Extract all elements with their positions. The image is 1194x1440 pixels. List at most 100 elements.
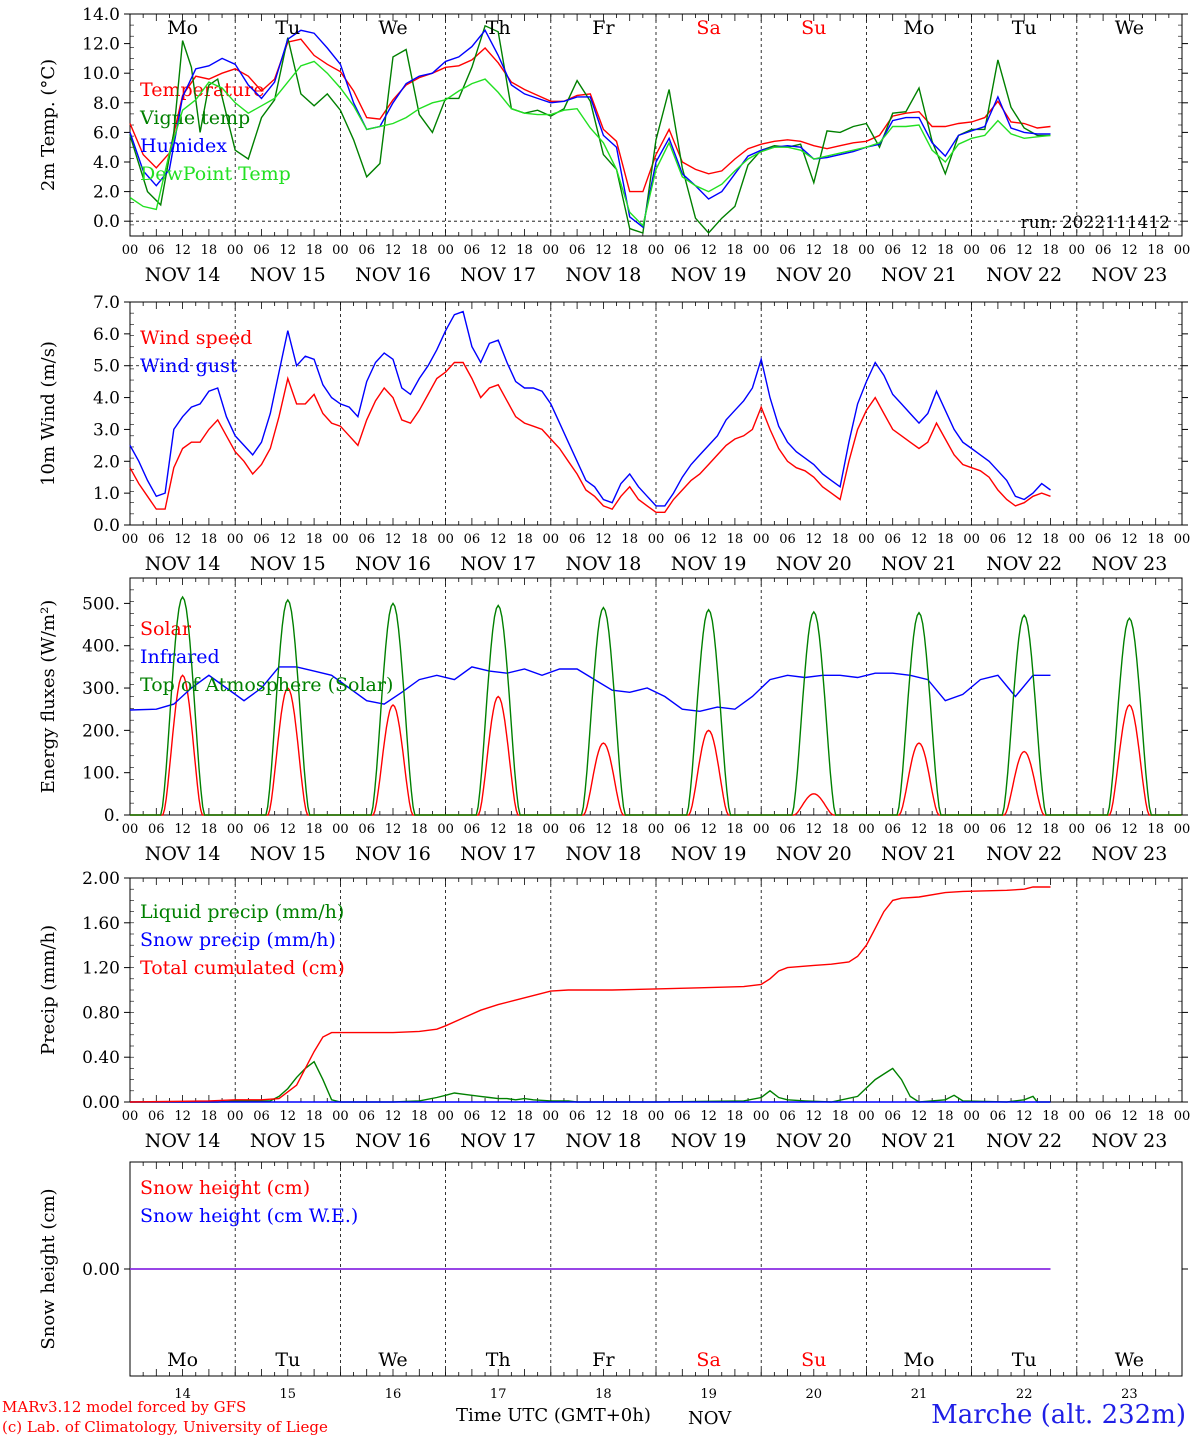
y-tick-label: 1.0 bbox=[93, 484, 120, 504]
date-label: NOV 22 bbox=[986, 1130, 1062, 1152]
y-tick-label: 3.0 bbox=[93, 420, 120, 440]
hour-tick-label: 18 bbox=[937, 1109, 954, 1124]
hour-tick-label: 00 bbox=[1174, 822, 1191, 837]
hour-tick-label: 18 bbox=[621, 532, 638, 547]
hour-tick-label: 12 bbox=[911, 532, 928, 547]
hour-tick-label: 18 bbox=[937, 243, 954, 258]
day-number-label: 17 bbox=[490, 1387, 507, 1402]
hour-tick-label: 12 bbox=[280, 1109, 297, 1124]
date-label: NOV 19 bbox=[671, 843, 747, 865]
hour-tick-label: 06 bbox=[253, 822, 270, 837]
weekday-label: Fr bbox=[592, 17, 615, 39]
hour-tick-label: 00 bbox=[648, 532, 665, 547]
hour-tick-label: 00 bbox=[963, 243, 980, 258]
date-label: NOV 23 bbox=[1091, 1130, 1167, 1152]
date-label: NOV 23 bbox=[1091, 553, 1167, 575]
y-tick-label: 0.80 bbox=[82, 1003, 120, 1023]
date-label: NOV 18 bbox=[565, 264, 641, 286]
hour-tick-label: 18 bbox=[201, 243, 218, 258]
hour-tick-label: 12 bbox=[1016, 1109, 1033, 1124]
hour-tick-label: 06 bbox=[148, 532, 165, 547]
hour-tick-label: 06 bbox=[674, 243, 691, 258]
weekday-label: We bbox=[1115, 17, 1144, 39]
series-line-total-cumulated-cm- bbox=[129, 886, 1051, 1103]
y-tick-label: 14.0 bbox=[82, 5, 120, 25]
hour-tick-label: 12 bbox=[700, 1109, 717, 1124]
date-label: NOV 22 bbox=[986, 264, 1062, 286]
y-tick-label: 2.0 bbox=[93, 452, 120, 472]
date-label: NOV 16 bbox=[355, 843, 431, 865]
hour-tick-label: 18 bbox=[1147, 532, 1164, 547]
date-label: NOV 21 bbox=[881, 1130, 957, 1152]
day-number-label: 19 bbox=[700, 1387, 717, 1402]
hour-tick-label: 18 bbox=[621, 243, 638, 258]
hour-tick-label: 06 bbox=[569, 822, 586, 837]
hour-tick-label: 06 bbox=[674, 1109, 691, 1124]
weekday-label: Mo bbox=[904, 1349, 935, 1371]
hour-tick-label: 12 bbox=[490, 532, 507, 547]
hour-tick-label: 06 bbox=[1095, 822, 1112, 837]
hour-tick-label: 06 bbox=[674, 822, 691, 837]
y-tick-label: 8.0 bbox=[93, 94, 120, 114]
hour-tick-label: 06 bbox=[884, 822, 901, 837]
hour-tick-label: 00 bbox=[1174, 532, 1191, 547]
x-axis-title: Time UTC (GMT+0h) bbox=[456, 1405, 651, 1426]
date-label: NOV 20 bbox=[776, 264, 852, 286]
hour-tick-label: 18 bbox=[1042, 532, 1059, 547]
date-label: NOV 22 bbox=[986, 843, 1062, 865]
hour-tick-label: 18 bbox=[832, 532, 849, 547]
y-tick-label: 400. bbox=[82, 637, 120, 657]
hour-tick-label: 12 bbox=[385, 243, 402, 258]
hour-tick-label: 12 bbox=[1016, 532, 1033, 547]
hour-tick-label: 12 bbox=[280, 822, 297, 837]
hour-tick-label: 06 bbox=[569, 243, 586, 258]
hour-tick-label: 00 bbox=[437, 243, 454, 258]
hour-tick-label: 12 bbox=[174, 822, 191, 837]
y-axis-label: Energy fluxes (W/m²) bbox=[38, 600, 59, 794]
hour-tick-label: 00 bbox=[332, 532, 349, 547]
series-line-wind-gust bbox=[129, 310, 1051, 507]
hour-tick-label: 12 bbox=[1016, 822, 1033, 837]
series-line-dewpoint-temp bbox=[129, 60, 1051, 227]
panel-precip: 0.00 0.40 0.80 1.20 1.60 2.00 Precip (mm/h) Liq… bbox=[38, 869, 1190, 1152]
weekday-label: Tu bbox=[1012, 17, 1037, 39]
hour-tick-label: 12 bbox=[911, 1109, 928, 1124]
hour-tick-label: 18 bbox=[1147, 822, 1164, 837]
hour-tick-label: 00 bbox=[753, 1109, 770, 1124]
y-tick-label: 7.0 bbox=[93, 293, 120, 313]
hour-tick-label: 00 bbox=[1174, 1109, 1191, 1124]
hour-tick-label: 12 bbox=[490, 1109, 507, 1124]
day-number-label: 18 bbox=[595, 1387, 612, 1402]
date-label: NOV 17 bbox=[460, 264, 536, 286]
hour-tick-label: 18 bbox=[516, 243, 533, 258]
hour-tick-label: 12 bbox=[280, 243, 297, 258]
series-line-vigne-temp bbox=[129, 24, 1051, 235]
weekday-label: Sa bbox=[696, 17, 720, 39]
y-axis-label: 2m Temp. (°C) bbox=[38, 59, 59, 191]
hour-tick-label: 06 bbox=[1095, 1109, 1112, 1124]
legend-entry: Humidex bbox=[140, 135, 227, 157]
legend-entry: Top of Atmosphere (Solar) bbox=[140, 674, 393, 696]
hour-tick-label: 00 bbox=[858, 243, 875, 258]
hour-tick-label: 18 bbox=[937, 532, 954, 547]
date-label: NOV 18 bbox=[565, 1130, 641, 1152]
hour-tick-label: 00 bbox=[543, 243, 560, 258]
date-label: NOV 14 bbox=[145, 1130, 221, 1152]
weekday-label: Mo bbox=[167, 17, 198, 39]
weekday-label: Mo bbox=[904, 17, 935, 39]
hour-tick-label: 18 bbox=[411, 1109, 428, 1124]
hour-tick-label: 06 bbox=[148, 822, 165, 837]
hour-tick-label: 18 bbox=[411, 243, 428, 258]
hour-tick-label: 00 bbox=[543, 822, 560, 837]
y-tick-label: 6.0 bbox=[93, 123, 120, 143]
hour-tick-label: 12 bbox=[595, 822, 612, 837]
hour-tick-label: 06 bbox=[674, 532, 691, 547]
date-label: NOV 17 bbox=[460, 1130, 536, 1152]
hour-tick-label: 12 bbox=[806, 532, 823, 547]
weekday-label: We bbox=[1115, 1349, 1144, 1371]
hour-tick-label: 00 bbox=[753, 243, 770, 258]
y-tick-label: 500. bbox=[82, 594, 120, 614]
hour-tick-label: 06 bbox=[464, 532, 481, 547]
day-number-label: 16 bbox=[385, 1387, 402, 1402]
hour-tick-label: 18 bbox=[1147, 243, 1164, 258]
